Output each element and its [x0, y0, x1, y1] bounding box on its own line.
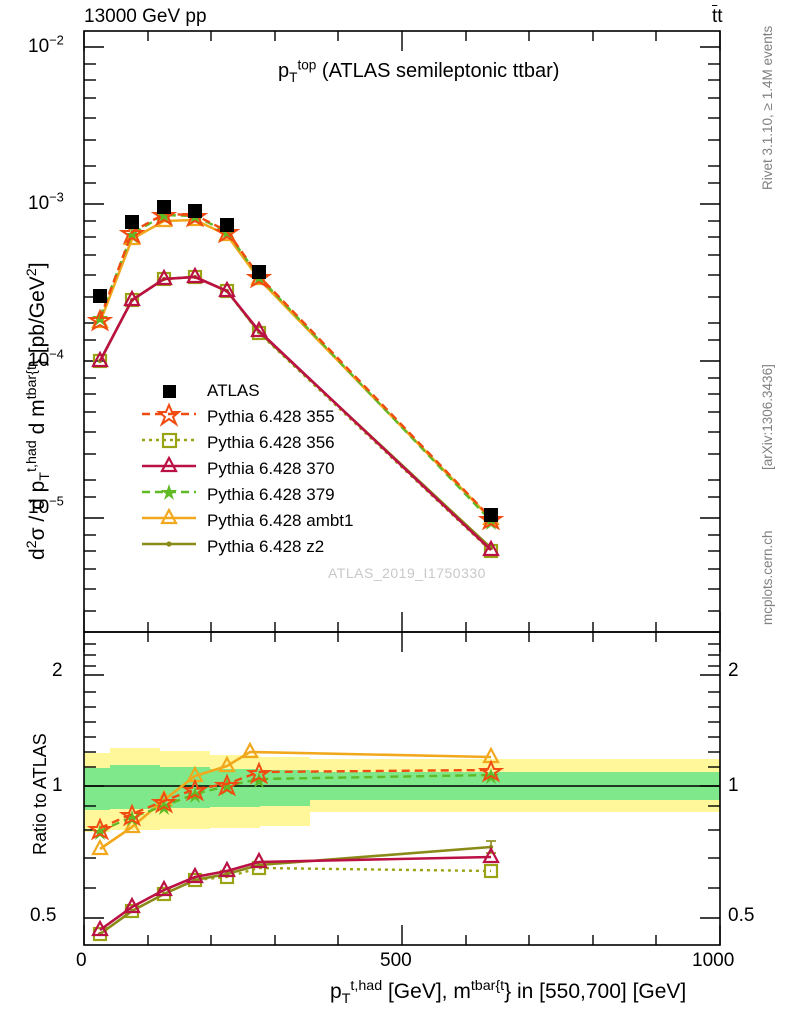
series-370-ratio [91, 846, 500, 937]
legend-marker-atlas [163, 385, 176, 398]
legend-label-370[interactable]: Pythia 6.428 370 [207, 459, 335, 478]
band-inner [84, 765, 720, 810]
xtick-label-0: 0 [76, 950, 87, 971]
legend-label-379[interactable]: Pythia 6.428 379 [207, 485, 335, 504]
legend-label-z2[interactable]: Pythia 6.428 z2 [207, 537, 325, 556]
analysis-watermark: ATLAS_2019_I1750330 [328, 565, 486, 581]
page-title-rest: (ATLAS semileptonic ttbar) [321, 60, 560, 82]
main-y-ticks [84, 46, 720, 612]
legend-marker-379 [161, 484, 177, 500]
legend-marker-370 [160, 455, 178, 473]
page-title: pTtop (ATLAS semileptonic ttbar) [278, 57, 560, 85]
ytick-label-1e-5: 10−5 [28, 493, 64, 518]
ratio-ytick-2-right: 2 [728, 660, 739, 681]
xtick-label-500: 500 [380, 950, 412, 971]
ytick-label-1e-2: 10−2 [28, 32, 64, 57]
series-379-main [92, 208, 499, 530]
xaxis-label: pTt,had [GeV], mtbar{t} in [550,700] [Ge… [330, 978, 687, 1008]
series-355-ratio [86, 759, 505, 841]
legend-marker-356 [161, 432, 178, 449]
ratio-ytick-05-left: 0.5 [30, 905, 57, 926]
header-right-label: tt [712, 6, 723, 27]
ytick-label-1e-4: 10−4 [28, 346, 64, 371]
series-atlas-main [93, 200, 498, 522]
xtick-label-1000: 1000 [692, 950, 735, 971]
legend-label-356[interactable]: Pythia 6.428 356 [207, 433, 335, 452]
series-356-ratio [92, 860, 499, 942]
header-left-label: 13000 GeV pp [84, 6, 207, 27]
legend-label-atlas[interactable]: ATLAS [207, 381, 260, 400]
main-panel-frame [83, 30, 721, 633]
ytick-label-1e-3: 10−3 [28, 189, 64, 214]
legend-marker-z2 [166, 541, 172, 547]
ratio-ytick-2-left: 2 [52, 660, 63, 681]
ratio-ytick-1-left: 1 [52, 775, 63, 796]
legend-marker-355 [156, 402, 182, 427]
x-ticks [83, 31, 721, 945]
ratio-y-ticks [84, 643, 720, 919]
legend-label-355[interactable]: Pythia 6.428 355 [207, 407, 335, 426]
legend [142, 385, 196, 547]
legend-label-ambt1[interactable]: Pythia 6.428 ambt1 [207, 511, 354, 530]
ratio-ytick-05-right: 0.5 [728, 905, 755, 926]
legend-marker-ambt1 [160, 507, 178, 525]
ratio-uncertainty-bands [84, 748, 720, 832]
ratio-ytick-1-right: 1 [728, 775, 739, 796]
series-370-main [91, 266, 500, 557]
